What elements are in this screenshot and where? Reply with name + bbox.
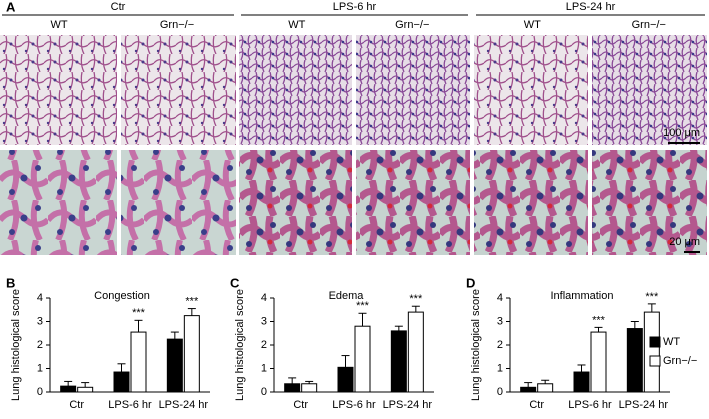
y-tick-label: 1	[261, 362, 267, 374]
bar	[573, 371, 590, 393]
y-tick-label: 3	[261, 315, 267, 327]
x-tick-label: Ctr	[69, 399, 84, 411]
y-tick-label: 1	[37, 362, 43, 374]
chart-title: Congestion	[94, 290, 150, 302]
column-title: WT	[524, 19, 541, 31]
bar	[643, 311, 660, 393]
y-axis-label: Lung histological score	[234, 289, 246, 401]
bar	[77, 386, 94, 393]
x-tick-label: Ctr	[529, 399, 544, 411]
x-tick-label: LPS-24 hr	[159, 399, 209, 411]
significance: ***	[645, 291, 659, 303]
bar	[130, 331, 147, 393]
panel-label: A	[6, 0, 16, 14]
histology-grid	[0, 35, 707, 255]
scale-bar-label: 20 μm	[669, 236, 700, 248]
y-tick-label: 1	[497, 362, 503, 374]
x-tick-label: Ctr	[293, 399, 308, 411]
x-tick-label: LPS-6 hr	[568, 399, 612, 411]
column-title: Grn−/−	[395, 19, 429, 31]
significance: ***	[185, 295, 199, 307]
bar	[113, 371, 130, 393]
y-axis-label: Lung histological score	[10, 289, 22, 401]
significance: ***	[356, 300, 370, 312]
bar	[407, 311, 424, 393]
y-tick-label: 4	[37, 292, 43, 304]
y-tick-label: 4	[497, 292, 503, 304]
bar	[337, 366, 354, 393]
bar	[626, 328, 643, 393]
legend-swatch	[649, 355, 661, 367]
column-title: WT	[288, 19, 305, 31]
legend-label: WT	[663, 336, 680, 348]
x-tick-label: LPS-6 hr	[108, 399, 152, 411]
group-title: LPS-24 hr	[566, 1, 616, 13]
column-title: WT	[50, 19, 67, 31]
group-title: LPS-6 hr	[333, 1, 377, 13]
y-tick-label: 4	[261, 292, 267, 304]
bar	[520, 386, 537, 393]
bar	[301, 383, 318, 393]
bar	[183, 315, 200, 393]
bar	[354, 325, 371, 393]
significance: ***	[409, 293, 423, 305]
y-tick-label: 0	[37, 386, 43, 398]
legend-swatch	[649, 336, 661, 348]
group-title: Ctr	[111, 1, 126, 13]
chart-title: Edema	[329, 290, 365, 302]
panel-label: C	[230, 275, 240, 290]
scale-bar-label: 100 μm	[663, 127, 700, 139]
y-tick-label: 3	[497, 315, 503, 327]
y-tick-label: 2	[261, 339, 267, 351]
x-tick-label: LPS-24 hr	[383, 399, 433, 411]
y-tick-label: 0	[261, 386, 267, 398]
y-tick-label: 2	[37, 339, 43, 351]
y-axis-label: Lung histological score	[470, 289, 482, 401]
y-tick-label: 2	[497, 339, 503, 351]
x-tick-label: LPS-24 hr	[619, 399, 669, 411]
panel-label: D	[466, 275, 475, 290]
x-tick-label: LPS-6 hr	[332, 399, 376, 411]
y-tick-label: 0	[497, 386, 503, 398]
bar	[166, 338, 183, 393]
bar	[390, 330, 407, 393]
chart-title: Inflammation	[551, 290, 614, 302]
significance: ***	[132, 307, 146, 319]
column-title: Grn−/−	[632, 19, 666, 31]
significance: ***	[592, 314, 606, 326]
bar	[590, 331, 607, 393]
bar	[537, 383, 554, 393]
panel-label: B	[6, 275, 15, 290]
y-tick-label: 3	[37, 315, 43, 327]
column-title: Grn−/−	[160, 19, 194, 31]
legend-label: Grn−/−	[663, 355, 697, 367]
bar	[60, 385, 77, 393]
bar	[284, 383, 301, 393]
